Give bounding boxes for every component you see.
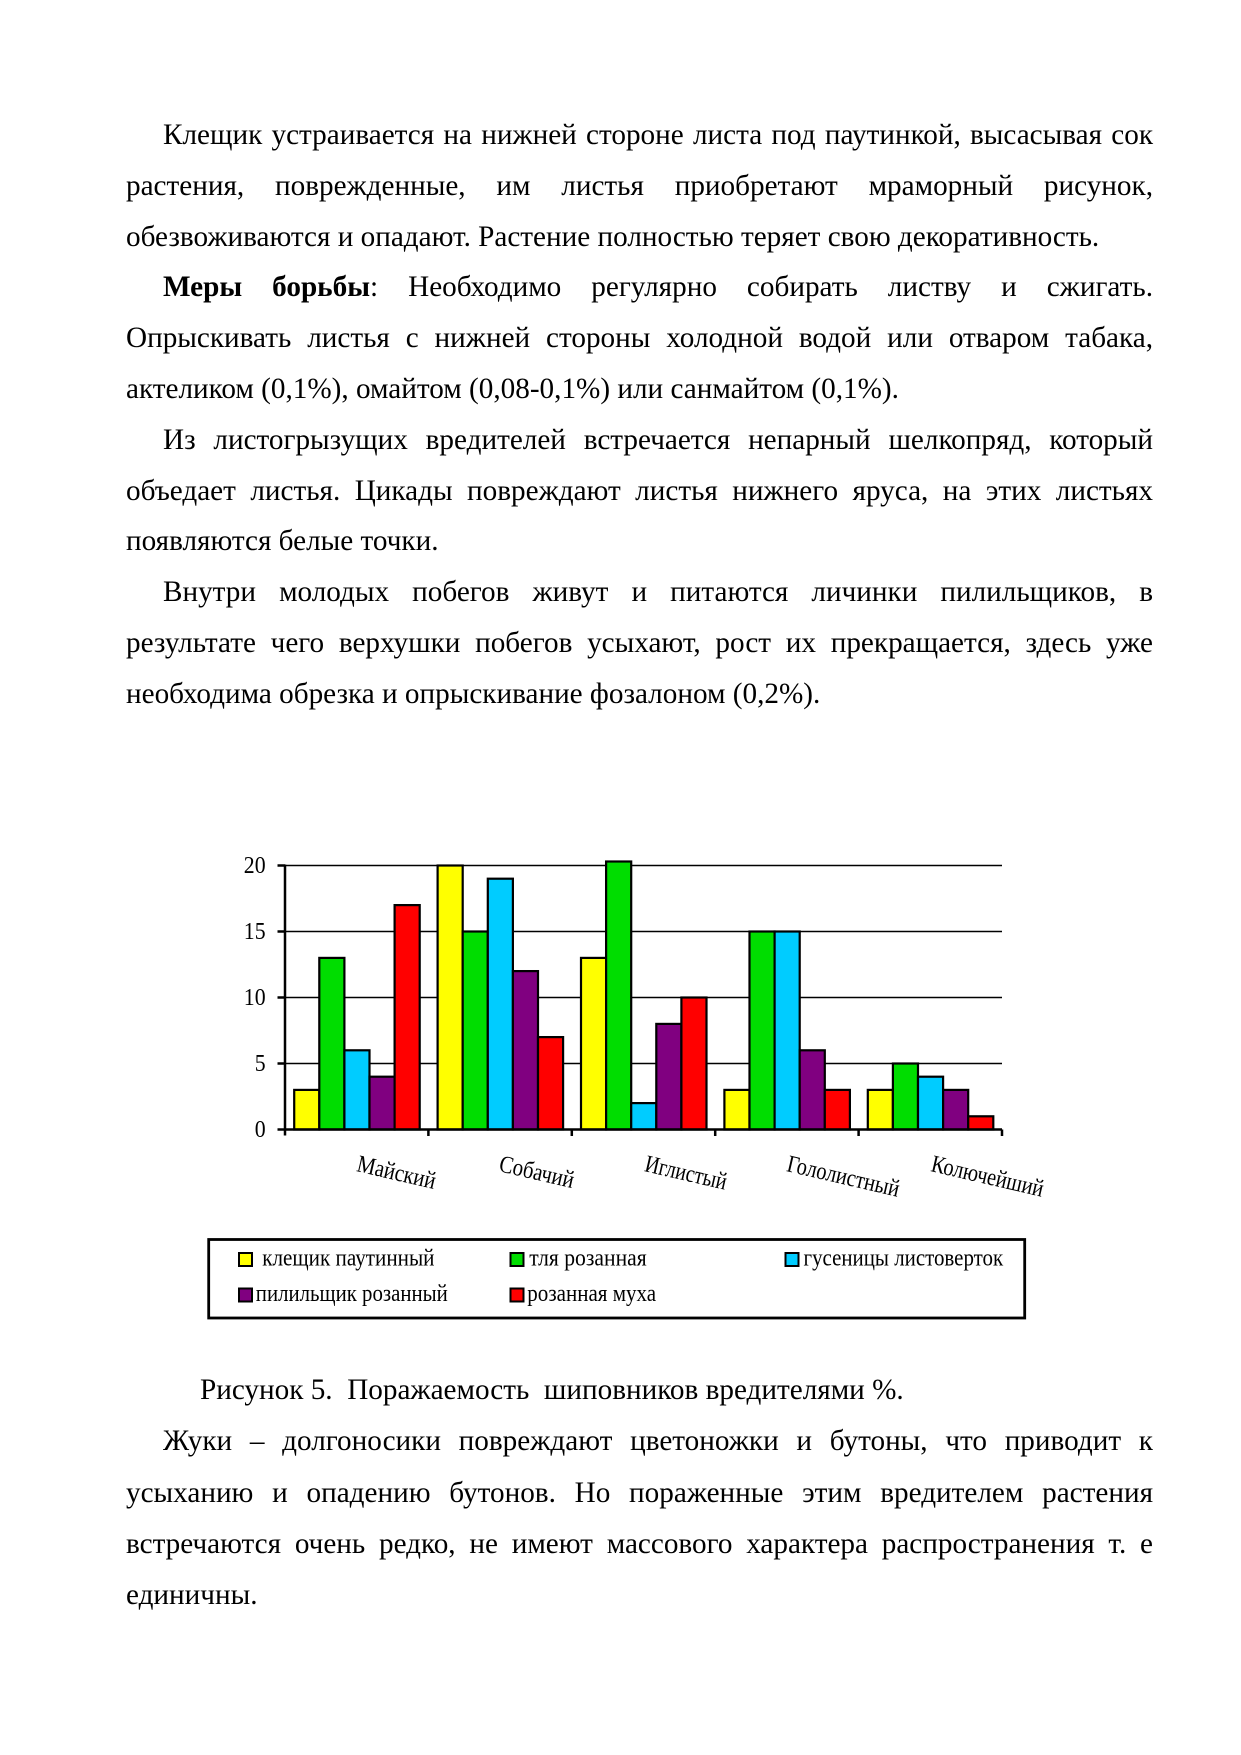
svg-text:пилильщик розанный: пилильщик розанный xyxy=(256,1280,448,1307)
svg-text:Гололистный: Гололистный xyxy=(784,1151,902,1203)
svg-text:гусеницы листоверток: гусеницы листоверток xyxy=(804,1244,1004,1271)
svg-text:5: 5 xyxy=(255,1050,266,1077)
svg-text:Колючейший: Колючейший xyxy=(929,1151,1047,1203)
svg-text:Иглистый: Иглистый xyxy=(642,1151,729,1196)
svg-text:20: 20 xyxy=(244,852,266,879)
svg-text:10: 10 xyxy=(244,984,266,1011)
svg-text:15: 15 xyxy=(244,918,266,945)
svg-text:клещик паутинный: клещик паутинный xyxy=(262,1244,434,1271)
svg-text:Майский: Майский xyxy=(354,1151,438,1195)
svg-text:тля розанная: тля розанная xyxy=(529,1244,647,1271)
svg-text:Собачий: Собачий xyxy=(497,1151,577,1194)
svg-text:розанная муха: розанная муха xyxy=(527,1280,656,1307)
svg-text:0: 0 xyxy=(255,1116,266,1143)
